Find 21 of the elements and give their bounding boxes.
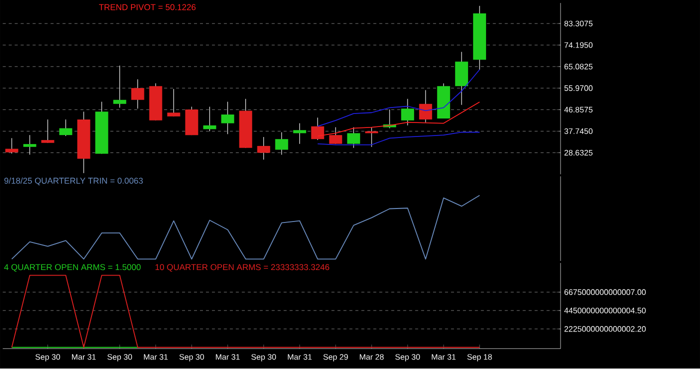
candlestick — [167, 88, 180, 117]
candlestick — [419, 90, 432, 123]
candlestick — [5, 138, 18, 154]
candlestick — [203, 106, 216, 132]
candlestick — [293, 123, 306, 144]
candlestick — [59, 119, 72, 137]
text: TREND PIVOT = 50.1226 — [98, 4, 196, 10]
candlestick — [275, 132, 288, 156]
candlestick — [23, 135, 36, 156]
text: 9/18/25 QUARTERLY TRIN = 0.0063 — [4, 178, 143, 186]
candlestick — [257, 136, 270, 160]
candlestick — [221, 102, 234, 135]
text: 10 QUARTER OPEN ARMS = 23333333.3246 — [156, 264, 330, 272]
text: 4 QUARTER OPEN ARMS = 1.5000 — [4, 264, 141, 272]
candlestick — [401, 98, 414, 126]
candlestick — [347, 127, 360, 148]
candlestick — [131, 79, 144, 110]
candlestick — [41, 119, 54, 144]
candlestick — [113, 66, 126, 108]
candlestick — [329, 127, 342, 144]
candlestick — [311, 118, 324, 141]
